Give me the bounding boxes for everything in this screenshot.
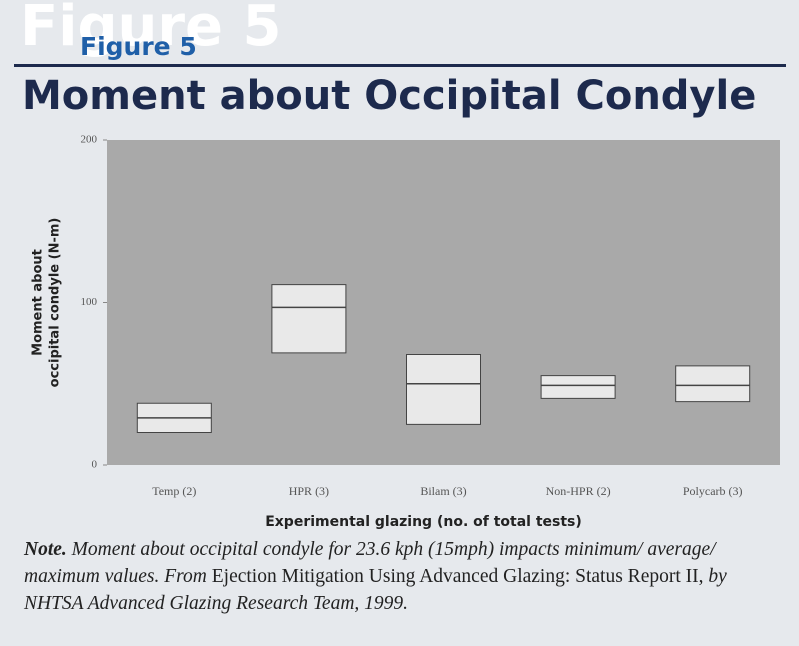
rule: [14, 64, 786, 67]
x-axis-label: Experimental glazing (no. of total tests…: [265, 514, 582, 530]
range-box: [271, 284, 347, 354]
note: Note. Moment about occipital condyle for…: [24, 536, 784, 617]
x-tick-label: Bilam (3): [420, 484, 466, 498]
range-box: [540, 375, 616, 399]
note-segment: Moment about occipital condyle for 23.6 …: [24, 539, 716, 587]
y-axis-label: occipital condyle (N-m): [48, 218, 63, 388]
range-box: [675, 365, 751, 403]
y-tick-label: 100: [81, 296, 98, 308]
note-segment: by NHTSA Advanced Glazing Research Team,…: [24, 566, 727, 614]
chart: Figure 5 Figure 5 Moment about Occipital…: [14, 0, 786, 530]
x-tick-label: Temp (2): [152, 484, 196, 498]
ghost-label: Figure 5: [20, 0, 281, 59]
y-tick-label: 0: [92, 459, 98, 471]
y-axis-label: Moment about: [31, 249, 46, 356]
range-box: [406, 354, 481, 425]
note-segment: Note.: [24, 539, 67, 560]
figure-label: Figure 5: [80, 32, 197, 61]
y-tick-label: 200: [81, 134, 98, 146]
chart-title: Moment about Occipital Condyle: [22, 73, 756, 119]
x-tick-label: Non-HPR (2): [546, 484, 611, 498]
x-tick-label: HPR (3): [289, 484, 329, 498]
note-segment: Ejection Mitigation Using Advanced Glazi…: [211, 566, 704, 587]
x-tick-label: Polycarb (3): [683, 484, 743, 498]
